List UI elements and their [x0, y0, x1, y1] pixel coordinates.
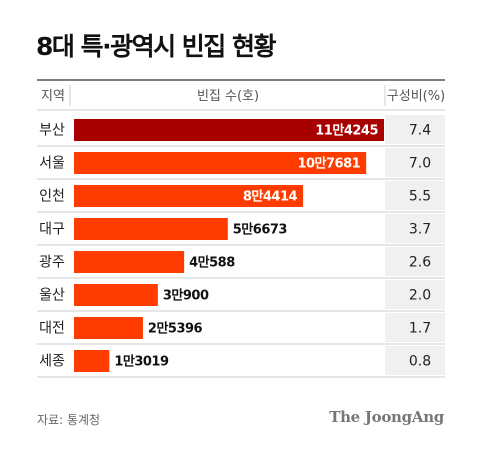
share-value: 5.5	[409, 189, 431, 205]
value-label: 8만4414	[243, 189, 298, 205]
bar	[74, 350, 110, 372]
value-label: 10만7681	[297, 156, 360, 172]
region-label: 대구	[39, 222, 65, 238]
share-value: 0.8	[409, 354, 431, 370]
share-value: 2.6	[409, 255, 431, 271]
share-value: 7.4	[409, 123, 431, 139]
share-cell	[385, 148, 445, 177]
header-value: 빈집 수(호)	[197, 89, 259, 104]
bar	[74, 251, 185, 273]
bar	[74, 119, 384, 141]
chart-title: 8대 특·광역시 빈집 현황	[36, 32, 277, 61]
value-label: 3만900	[163, 288, 209, 304]
region-label: 광주	[39, 255, 65, 271]
share-cell	[385, 346, 445, 375]
value-label: 1만3019	[114, 354, 169, 370]
share-value: 7.0	[409, 156, 431, 172]
share-cell	[385, 181, 445, 210]
region-label: 세종	[39, 354, 65, 370]
brand-logo: The JoongAng	[329, 408, 444, 426]
share-cell	[385, 247, 445, 276]
bar	[74, 152, 367, 174]
share-cell	[385, 313, 445, 342]
value-label: 2만5396	[148, 321, 203, 337]
region-label: 서울	[39, 156, 65, 172]
region-label: 인천	[39, 189, 65, 205]
header-share: 구성비(%)	[387, 89, 445, 104]
share-value: 2.0	[409, 288, 431, 304]
value-label: 4만588	[189, 255, 235, 271]
share-value: 3.7	[409, 222, 431, 238]
share-value: 1.7	[409, 321, 431, 337]
region-label: 부산	[39, 123, 65, 139]
header-region: 지역	[41, 89, 65, 104]
bar	[74, 185, 304, 207]
source-note: 자료: 통계청	[37, 413, 101, 427]
bar	[74, 284, 158, 306]
region-label: 대전	[39, 321, 65, 337]
value-label: 5만6673	[233, 222, 288, 238]
share-cell	[385, 115, 445, 144]
bar	[74, 317, 143, 339]
value-label: 11만4245	[315, 123, 378, 139]
share-cell	[385, 280, 445, 309]
share-cell	[385, 214, 445, 243]
bar	[74, 218, 228, 240]
region-label: 울산	[39, 288, 65, 304]
